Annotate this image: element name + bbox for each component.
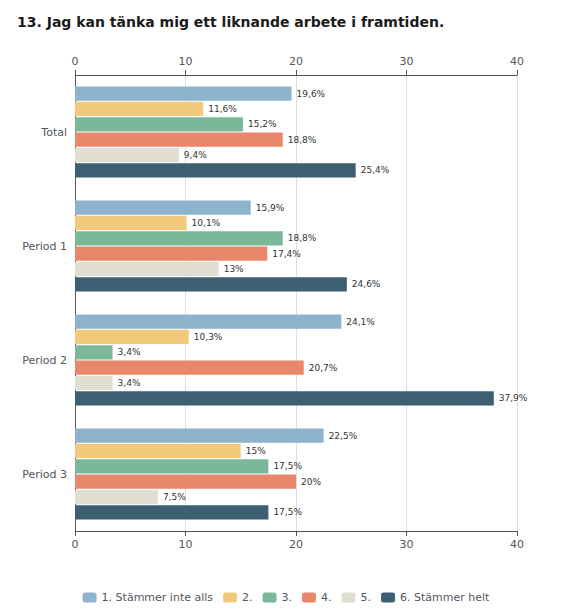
svg-text:25,4%: 25,4%: [361, 165, 390, 175]
svg-text:18,8%: 18,8%: [288, 233, 317, 243]
svg-text:22,5%: 22,5%: [329, 431, 358, 441]
svg-text:17,5%: 17,5%: [273, 461, 302, 471]
svg-text:20%: 20%: [301, 477, 321, 487]
svg-text:Period 1: Period 1: [22, 240, 67, 253]
svg-text:11,6%: 11,6%: [208, 104, 237, 114]
svg-text:3.: 3.: [282, 591, 293, 604]
svg-text:30: 30: [400, 538, 414, 551]
svg-text:Total: Total: [40, 126, 67, 139]
svg-text:13%: 13%: [224, 264, 244, 274]
svg-text:17,5%: 17,5%: [273, 507, 302, 517]
svg-text:10,3%: 10,3%: [194, 332, 223, 342]
svg-text:0: 0: [72, 55, 79, 68]
svg-text:Period 3: Period 3: [22, 468, 67, 481]
svg-text:24,1%: 24,1%: [346, 317, 375, 327]
svg-text:10,1%: 10,1%: [192, 218, 221, 228]
svg-text:20: 20: [289, 55, 303, 68]
svg-text:17,4%: 17,4%: [272, 249, 301, 259]
svg-text:19,6%: 19,6%: [297, 89, 326, 99]
svg-text:37,9%: 37,9%: [499, 393, 528, 403]
svg-text:3,4%: 3,4%: [118, 378, 141, 388]
svg-text:20,7%: 20,7%: [309, 363, 338, 373]
svg-text:40: 40: [510, 538, 524, 551]
svg-text:30: 30: [400, 55, 414, 68]
svg-text:3,4%: 3,4%: [118, 347, 141, 357]
svg-text:15,2%: 15,2%: [248, 119, 277, 129]
svg-text:10: 10: [179, 538, 193, 551]
svg-text:10: 10: [179, 55, 193, 68]
svg-text:13. Jag kan tänka mig ett likn: 13. Jag kan tänka mig ett liknande arbet…: [17, 14, 444, 30]
svg-text:4.: 4.: [321, 591, 332, 604]
svg-text:2.: 2.: [242, 591, 253, 604]
svg-text:15,9%: 15,9%: [256, 203, 285, 213]
svg-text:5.: 5.: [361, 591, 372, 604]
svg-text:9,4%: 9,4%: [184, 150, 207, 160]
svg-text:15%: 15%: [246, 446, 266, 456]
svg-text:7,5%: 7,5%: [163, 492, 186, 502]
svg-text:0: 0: [72, 538, 79, 551]
svg-text:Period 2: Period 2: [22, 354, 67, 367]
svg-text:20: 20: [289, 538, 303, 551]
svg-text:1. Stämmer inte alls: 1. Stämmer inte alls: [102, 591, 214, 604]
svg-text:6. Stämmer helt: 6. Stämmer helt: [400, 591, 490, 604]
svg-text:24,6%: 24,6%: [352, 279, 381, 289]
svg-text:18,8%: 18,8%: [288, 135, 317, 145]
svg-text:40: 40: [510, 55, 524, 68]
